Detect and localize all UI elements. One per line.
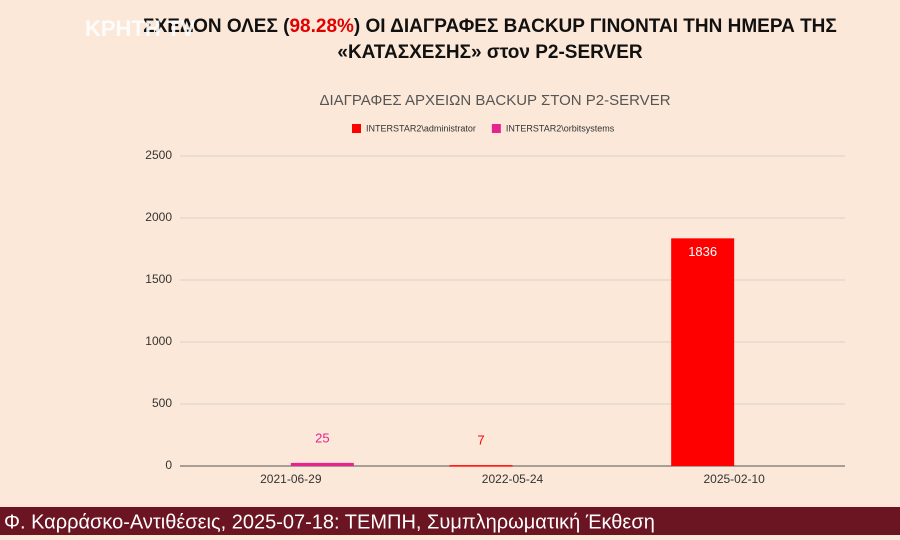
title-highlight: 98.28% [289,16,354,37]
chart-title: ΔΙΑΓΡΑΦΕΣ ΑΡΧΕΙΩΝ BACKUP ΣΤΟΝ P2-SERVER [319,92,670,109]
title-part: ΣΧΕΔΟΝ ΟΛΕΣ ( [143,16,290,37]
y-tick-label: 0 [165,458,172,472]
x-tick-label: 2021-06-29 [260,472,322,486]
y-tick-label: 2000 [145,210,172,224]
legend-swatch [352,124,361,133]
y-tick-label: 500 [152,396,172,410]
value-label: 25 [315,430,329,445]
x-tick-label: 2025-02-10 [703,472,765,486]
bar [449,465,513,467]
y-tick-label: 1000 [145,334,172,348]
x-tick-label: 2022-05-24 [482,472,544,486]
bar [290,462,354,466]
ticker-band [0,507,900,535]
legend-label: INTERSTAR2\administrator [366,123,476,133]
slide-title: ΣΧΕΔΟΝ ΟΛΕΣ (98.28%) ΟΙ ΔΙΑΓΡΑΦΕΣ BACKUP… [143,16,837,37]
legend-swatch [491,124,501,133]
title-part: ) ΟΙ ΔΙΑΓΡΑΦΕΣ BACKUP ΓΙΝΟΝΤΑΙ ΤΗΝ ΗΜΕΡΑ… [354,16,837,37]
value-label: 7 [477,433,484,448]
logo: ΚΡΗΤΗ TV [85,16,195,41]
slide-title-line2: «ΚΑΤΑΣΧΕΣΗΣ» στον P2-SERVER [337,42,643,63]
value-label: 1836 [688,244,717,259]
y-tick-label: 1500 [145,272,172,286]
ticker: Φ. Καρράσκο-Αντιθέσεις, 2025-07-18: ΤΕΜΠ… [4,511,655,533]
y-tick-label: 2500 [145,148,172,162]
legend-label: INTERSTAR2\orbitsystems [506,123,615,133]
bar [671,238,735,466]
